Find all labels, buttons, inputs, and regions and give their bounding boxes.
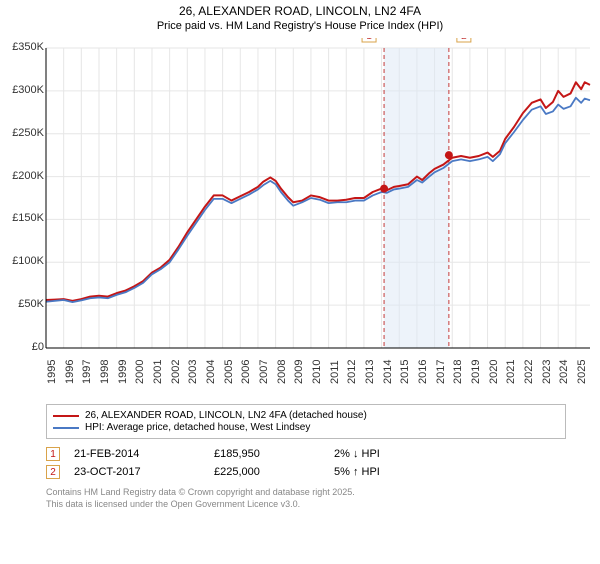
sale-marker-box-1: 1 bbox=[362, 38, 376, 42]
x-tick-label: 2003 bbox=[187, 354, 199, 384]
footer-attribution: Contains HM Land Registry data © Crown c… bbox=[46, 487, 566, 510]
x-tick-label: 2021 bbox=[505, 354, 517, 384]
x-tick-label: 2019 bbox=[470, 354, 482, 384]
sales-table: 1 21-FEB-2014£185,9502% ↓ HPI 2 23-OCT-2017… bbox=[46, 447, 566, 479]
x-tick-label: 1995 bbox=[46, 354, 58, 384]
chart-title-line1: 26, ALEXANDER ROAD, LINCOLN, LN2 4FA bbox=[0, 4, 600, 18]
x-tick-label: 1998 bbox=[99, 354, 111, 384]
x-tick-label: 2011 bbox=[329, 354, 341, 384]
sales-row-marker: 2 bbox=[46, 465, 60, 479]
x-tick-label: 2017 bbox=[435, 354, 447, 384]
svg-text:1: 1 bbox=[366, 38, 372, 42]
legend-item: HPI: Average price, detached house, West… bbox=[53, 422, 559, 433]
x-tick-label: 2016 bbox=[417, 354, 429, 384]
sales-row: 2 23-OCT-2017£225,0005% ↑ HPI bbox=[46, 465, 566, 479]
sales-row-diff: 5% ↑ HPI bbox=[334, 466, 454, 478]
x-tick-label: 2014 bbox=[382, 354, 394, 384]
y-tick-label: £200K bbox=[0, 170, 44, 182]
legend-item: 26, ALEXANDER ROAD, LINCOLN, LN2 4FA (de… bbox=[53, 410, 559, 421]
x-tick-label: 2023 bbox=[541, 354, 553, 384]
sale-point bbox=[380, 185, 388, 193]
x-tick-label: 2013 bbox=[364, 354, 376, 384]
x-tick-label: 2020 bbox=[488, 354, 500, 384]
chart-area: 12 £0£50K£100K£150K£200K£250K£300K£350K1… bbox=[0, 38, 600, 398]
sale-point bbox=[445, 151, 453, 159]
x-tick-label: 1996 bbox=[64, 354, 76, 384]
x-tick-label: 2006 bbox=[240, 354, 252, 384]
x-tick-label: 2009 bbox=[293, 354, 305, 384]
footer-line1: Contains HM Land Registry data © Crown c… bbox=[46, 487, 566, 499]
x-tick-label: 2008 bbox=[276, 354, 288, 384]
sales-row-marker: 1 bbox=[46, 447, 60, 461]
legend-swatch bbox=[53, 427, 79, 429]
x-tick-label: 2025 bbox=[576, 354, 588, 384]
x-tick-label: 2010 bbox=[311, 354, 323, 384]
x-tick-label: 2005 bbox=[223, 354, 235, 384]
legend-box: 26, ALEXANDER ROAD, LINCOLN, LN2 4FA (de… bbox=[46, 404, 566, 439]
x-tick-label: 1999 bbox=[117, 354, 129, 384]
x-tick-label: 2018 bbox=[452, 354, 464, 384]
legend-swatch bbox=[53, 415, 79, 417]
sale-marker-box-2: 2 bbox=[457, 38, 471, 42]
x-tick-label: 1997 bbox=[81, 354, 93, 384]
x-tick-label: 2022 bbox=[523, 354, 535, 384]
y-tick-label: £0 bbox=[0, 341, 44, 353]
sales-row-date: 21-FEB-2014 bbox=[74, 448, 214, 460]
footer-line2: This data is licensed under the Open Gov… bbox=[46, 499, 566, 511]
y-tick-label: £100K bbox=[0, 255, 44, 267]
x-tick-label: 2007 bbox=[258, 354, 270, 384]
y-tick-label: £300K bbox=[0, 84, 44, 96]
x-tick-label: 2015 bbox=[399, 354, 411, 384]
y-tick-label: £250K bbox=[0, 127, 44, 139]
legend-label: 26, ALEXANDER ROAD, LINCOLN, LN2 4FA (de… bbox=[85, 410, 367, 421]
x-tick-label: 2002 bbox=[170, 354, 182, 384]
sales-row-price: £185,950 bbox=[214, 448, 334, 460]
chart-title-line2: Price paid vs. HM Land Registry's House … bbox=[0, 20, 600, 32]
chart-svg: 12 bbox=[0, 38, 600, 398]
sales-row-date: 23-OCT-2017 bbox=[74, 466, 214, 478]
x-tick-label: 2001 bbox=[152, 354, 164, 384]
sales-row-price: £225,000 bbox=[214, 466, 334, 478]
svg-text:2: 2 bbox=[461, 38, 467, 42]
sales-row: 1 21-FEB-2014£185,9502% ↓ HPI bbox=[46, 447, 566, 461]
y-tick-label: £50K bbox=[0, 298, 44, 310]
sales-row-diff: 2% ↓ HPI bbox=[334, 448, 454, 460]
x-tick-label: 2000 bbox=[134, 354, 146, 384]
y-tick-label: £150K bbox=[0, 212, 44, 224]
x-tick-label: 2024 bbox=[558, 354, 570, 384]
legend-label: HPI: Average price, detached house, West… bbox=[85, 422, 310, 433]
x-tick-label: 2004 bbox=[205, 354, 217, 384]
y-tick-label: £350K bbox=[0, 41, 44, 53]
x-tick-label: 2012 bbox=[346, 354, 358, 384]
